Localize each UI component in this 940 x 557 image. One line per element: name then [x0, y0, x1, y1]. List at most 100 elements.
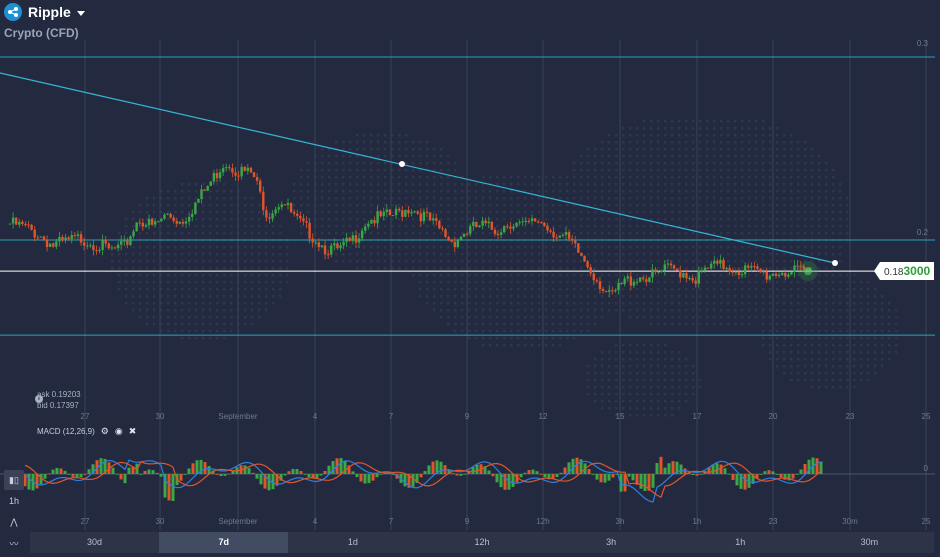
axis-labels: 0.3 0.2 0 27 30 September 4 7 9 12 15 17 20 23 25 27 30 S…	[81, 39, 931, 526]
macd-histogram-bar	[147, 469, 151, 474]
candle-body	[518, 222, 521, 224]
candle-body	[506, 226, 509, 228]
interval-button[interactable]: 1h	[8, 496, 19, 506]
candle-body	[555, 237, 558, 239]
candle-body	[604, 291, 608, 293]
candle-body	[246, 167, 250, 171]
macd-histogram-bar	[183, 474, 187, 475]
macd-histogram-bar	[771, 471, 775, 474]
candle-body	[48, 243, 52, 248]
macd-histogram-bar	[35, 474, 39, 489]
macd-histogram-bar	[807, 459, 811, 474]
asset-name[interactable]: Ripple	[28, 4, 71, 20]
candle-body	[308, 222, 311, 239]
candle-body	[333, 243, 336, 246]
candle-body	[734, 271, 738, 273]
candle-body	[394, 208, 398, 216]
trendline[interactable]	[0, 72, 838, 266]
candle-body	[499, 232, 503, 235]
current-price-tag: 0.183000	[874, 262, 934, 280]
macd-histogram-bar	[415, 474, 419, 483]
candle-body	[407, 209, 410, 214]
macd-histogram-bar	[543, 474, 547, 478]
macd-histogram-bar	[499, 474, 503, 488]
candle-body	[274, 209, 277, 214]
tab-1d[interactable]: 1d	[347, 537, 358, 547]
candle-body	[682, 273, 685, 278]
macd-histogram-bar	[123, 474, 127, 484]
candle-body	[459, 236, 463, 241]
macd-date-tick-label: 12h	[536, 517, 549, 526]
macd-histogram-bar	[395, 474, 399, 479]
candle-body	[397, 208, 401, 211]
candle-body	[144, 224, 148, 227]
tab-1h[interactable]: 1h	[735, 537, 746, 547]
candle-body	[490, 221, 494, 230]
candle-body	[98, 249, 101, 251]
asset-selector[interactable]: Ripple	[4, 3, 85, 21]
candle-body	[92, 245, 95, 251]
macd-histogram-bar	[515, 474, 519, 483]
candle-body	[73, 235, 77, 237]
macd-histogram-bar	[447, 469, 451, 474]
candle-body	[719, 259, 722, 264]
macd-date-tick-label: 4	[313, 517, 318, 526]
tab-12h[interactable]: 12h	[474, 537, 490, 547]
macd-histogram-bar	[275, 474, 279, 486]
candle-body	[61, 237, 64, 240]
price-tick-label: 0.3	[917, 39, 929, 48]
macd-histogram-bar	[271, 474, 275, 490]
macd-histogram-bar	[319, 474, 323, 476]
tab-7d[interactable]: 7d	[159, 532, 289, 553]
candle-body	[364, 226, 367, 231]
drawing-icon[interactable]: 〰	[9, 538, 19, 549]
horizontal-levels	[0, 56, 935, 336]
macd-histogram-bar	[763, 471, 767, 474]
candle-body	[580, 252, 583, 256]
macd-histogram-bar	[155, 472, 159, 474]
chart-type-icon[interactable]: ▮▯	[4, 470, 24, 490]
macd-histogram-bar	[423, 471, 427, 474]
candle-body	[123, 240, 126, 242]
gear-icon[interactable]: ⚙	[100, 426, 109, 436]
macd-histogram-bar	[287, 471, 291, 474]
candle-body	[107, 243, 111, 249]
macd-histogram-bar	[407, 474, 411, 488]
macd-histogram-bar	[227, 473, 231, 475]
eye-icon[interactable]: ◉	[114, 426, 123, 436]
macd-histogram-bar	[315, 474, 319, 479]
macd-histogram-bar	[195, 460, 199, 474]
macd-histogram-bar	[475, 464, 479, 474]
macd-histogram-bar	[731, 474, 735, 480]
tab-3h[interactable]: 3h	[606, 537, 617, 547]
candle-body	[305, 221, 308, 223]
candle-body	[428, 212, 432, 221]
candle-body	[203, 189, 206, 191]
candle-body	[265, 210, 268, 218]
macd-histogram-bar	[375, 474, 379, 478]
macd-histogram-bar	[39, 474, 43, 485]
candle-body	[45, 239, 49, 248]
macd-histogram-bar	[391, 474, 395, 475]
candle-body	[129, 236, 132, 245]
tab-30d[interactable]: 30d	[87, 537, 103, 547]
close-icon[interactable]: ✖	[128, 426, 137, 436]
macd-histogram-bar	[723, 468, 727, 474]
chevron-down-icon[interactable]	[76, 10, 85, 16]
candle-body	[768, 275, 772, 280]
candle-body	[357, 238, 361, 243]
candle-body	[623, 278, 626, 285]
macd-histogram-bar	[247, 468, 251, 474]
candle-body	[89, 245, 92, 247]
macd-histogram-bar	[151, 470, 155, 474]
tab-30m[interactable]: 30m	[860, 537, 879, 547]
candle-body	[218, 172, 222, 179]
macd-histogram-bar	[359, 474, 363, 482]
macd-histogram-bar	[115, 473, 119, 475]
macd-histogram-bar	[71, 474, 75, 477]
candle-body	[82, 242, 86, 246]
candle-body	[472, 221, 475, 227]
candle-body	[728, 268, 731, 272]
indicator-icon[interactable]: ⋀	[10, 516, 18, 527]
